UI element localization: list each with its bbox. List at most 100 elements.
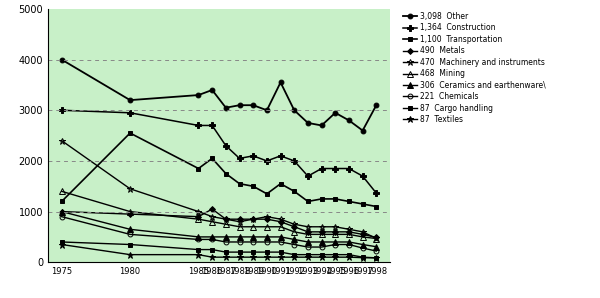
1,100  Transportation	[304, 200, 311, 203]
1,100  Transportation	[209, 157, 216, 160]
221  Chemicals	[290, 243, 298, 246]
Legend: 3,098  Other, 1,364  Construction, 1,100  Transportation, 490  Metals, 470  Mach: 3,098 Other, 1,364 Construction, 1,100 T…	[400, 9, 549, 127]
3,098  Other	[209, 88, 216, 92]
221  Chemicals	[222, 240, 229, 244]
490  Metals	[304, 230, 311, 234]
490  Metals	[346, 230, 353, 234]
306  Ceramics and earthenware\	[290, 238, 298, 241]
1,364  Construction	[318, 167, 325, 170]
87  Cargo handling	[346, 253, 353, 256]
470  Machinery and instruments	[127, 187, 134, 191]
490  Metals	[359, 232, 366, 236]
Line: 470  Machinery and instruments: 470 Machinery and instruments	[58, 137, 380, 242]
1,364  Construction	[263, 159, 271, 163]
1,364  Construction	[195, 124, 202, 127]
468  Mining	[373, 237, 380, 240]
1,100  Transportation	[195, 167, 202, 170]
87  Cargo handling	[359, 255, 366, 259]
468  Mining	[236, 225, 243, 229]
221  Chemicals	[373, 249, 380, 253]
221  Chemicals	[58, 215, 65, 218]
221  Chemicals	[332, 243, 339, 246]
87  Textiles	[373, 256, 380, 260]
221  Chemicals	[250, 240, 257, 244]
1,364  Construction	[373, 191, 380, 195]
87  Textiles	[209, 255, 216, 259]
1,100  Transportation	[332, 197, 339, 201]
1,100  Transportation	[263, 192, 271, 195]
306  Ceramics and earthenware\	[127, 228, 134, 231]
490  Metals	[318, 230, 325, 234]
1,100  Transportation	[318, 197, 325, 201]
1,100  Transportation	[250, 184, 257, 188]
468  Mining	[304, 232, 311, 236]
306  Ceramics and earthenware\	[346, 240, 353, 244]
470  Machinery and instruments	[263, 215, 271, 218]
490  Metals	[250, 218, 257, 221]
3,098  Other	[332, 111, 339, 115]
3,098  Other	[127, 98, 134, 102]
87  Textiles	[277, 255, 284, 259]
87  Cargo handling	[263, 250, 271, 254]
306  Ceramics and earthenware\	[195, 235, 202, 239]
468  Mining	[209, 220, 216, 224]
306  Ceramics and earthenware\	[277, 235, 284, 239]
306  Ceramics and earthenware\	[318, 240, 325, 244]
470  Machinery and instruments	[304, 225, 311, 229]
1,100  Transportation	[58, 200, 65, 203]
Line: 87  Cargo handling: 87 Cargo handling	[59, 240, 379, 260]
490  Metals	[127, 212, 134, 216]
470  Machinery and instruments	[236, 220, 243, 224]
1,100  Transportation	[359, 202, 366, 206]
1,100  Transportation	[290, 190, 298, 193]
470  Machinery and instruments	[222, 218, 229, 221]
468  Mining	[290, 230, 298, 234]
470  Machinery and instruments	[359, 230, 366, 234]
87  Textiles	[58, 243, 65, 246]
87  Cargo handling	[222, 250, 229, 254]
470  Machinery and instruments	[318, 225, 325, 229]
3,098  Other	[318, 124, 325, 127]
1,364  Construction	[127, 111, 134, 115]
1,364  Construction	[222, 144, 229, 148]
470  Machinery and instruments	[277, 218, 284, 221]
1,364  Construction	[277, 154, 284, 158]
87  Cargo handling	[209, 248, 216, 252]
468  Mining	[359, 235, 366, 239]
490  Metals	[290, 225, 298, 229]
87  Cargo handling	[373, 256, 380, 260]
221  Chemicals	[209, 238, 216, 241]
490  Metals	[222, 218, 229, 221]
3,098  Other	[277, 80, 284, 84]
87  Cargo handling	[250, 250, 257, 254]
87  Cargo handling	[58, 240, 65, 244]
1,364  Construction	[236, 157, 243, 160]
490  Metals	[58, 210, 65, 213]
490  Metals	[373, 236, 380, 239]
87  Cargo handling	[304, 253, 311, 256]
306  Ceramics and earthenware\	[250, 235, 257, 239]
470  Machinery and instruments	[250, 218, 257, 221]
1,100  Transportation	[236, 182, 243, 185]
87  Cargo handling	[318, 253, 325, 256]
87  Textiles	[127, 253, 134, 256]
1,100  Transportation	[373, 205, 380, 208]
468  Mining	[127, 210, 134, 213]
468  Mining	[58, 190, 65, 193]
3,098  Other	[58, 58, 65, 61]
87  Cargo handling	[290, 253, 298, 256]
3,098  Other	[359, 129, 366, 132]
Line: 1,364  Construction: 1,364 Construction	[59, 108, 379, 196]
1,364  Construction	[290, 159, 298, 163]
Line: 1,100  Transportation: 1,100 Transportation	[59, 131, 379, 209]
470  Machinery and instruments	[209, 215, 216, 218]
468  Mining	[332, 232, 339, 236]
3,098  Other	[373, 103, 380, 107]
490  Metals	[195, 215, 202, 218]
3,098  Other	[263, 108, 271, 112]
1,100  Transportation	[222, 172, 229, 175]
490  Metals	[236, 218, 243, 221]
1,100  Transportation	[277, 182, 284, 185]
Line: 221  Chemicals: 221 Chemicals	[59, 214, 379, 254]
1,100  Transportation	[127, 131, 134, 135]
